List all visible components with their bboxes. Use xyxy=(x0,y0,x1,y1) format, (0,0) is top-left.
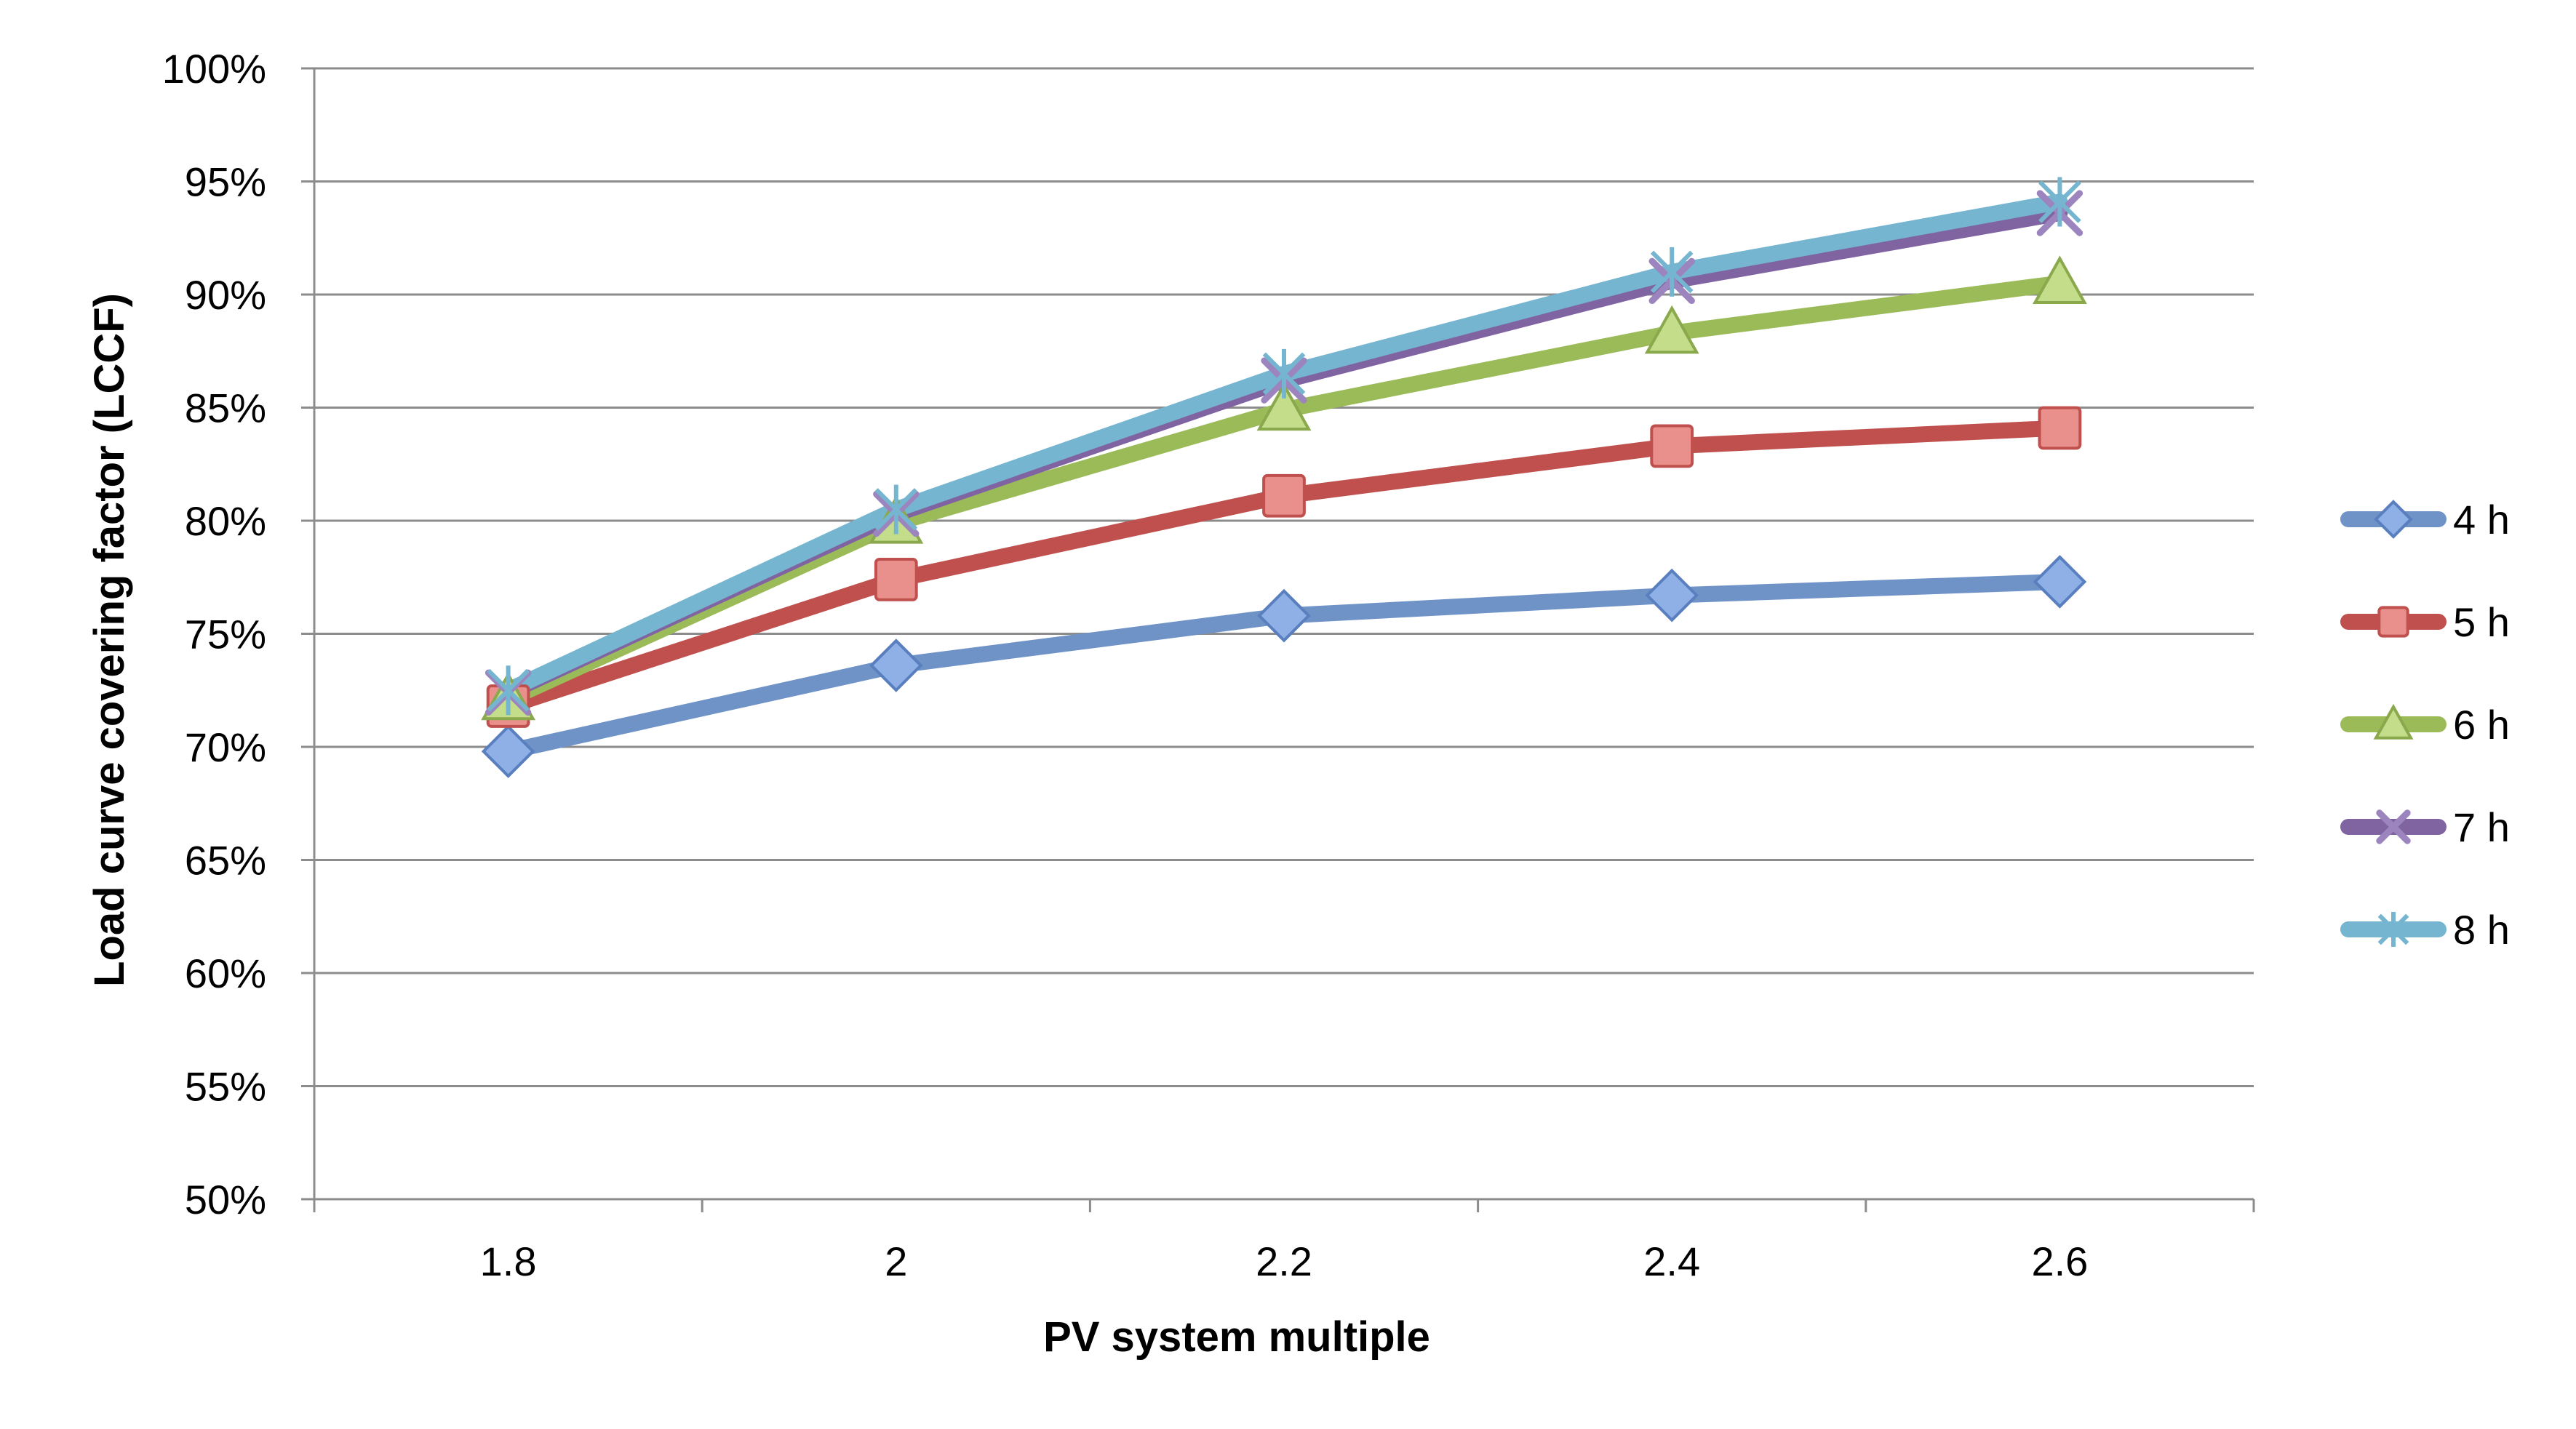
legend-label: 7 h xyxy=(2453,804,2510,850)
legend-marker xyxy=(2377,606,2409,638)
data-point xyxy=(1256,382,1312,431)
x-axis-title: PV system multiple xyxy=(1043,1313,1430,1361)
legend-item: 8 h xyxy=(2340,907,2510,953)
x-tick-label: 2 xyxy=(885,1238,907,1284)
axes xyxy=(313,68,2255,1212)
y-tick-label: 85% xyxy=(185,385,266,431)
x-tick-label: 1.8 xyxy=(480,1238,537,1284)
y-tick-label: 50% xyxy=(185,1177,266,1222)
legend-marker xyxy=(2377,912,2409,947)
y-tick-label: 90% xyxy=(185,272,266,318)
legend: 4 h 5 h 6 h 7 h 8 h xyxy=(2340,497,2510,953)
data-point xyxy=(874,484,918,535)
data-point xyxy=(1262,473,1306,518)
legend-label: 6 h xyxy=(2453,702,2510,748)
x-tick-label: 2.4 xyxy=(1643,1238,1700,1284)
data-point xyxy=(481,724,535,779)
data-point xyxy=(1262,348,1306,399)
legend-item: 5 h xyxy=(2340,599,2510,645)
data-point xyxy=(1650,247,1694,297)
y-tick-label: 100% xyxy=(162,46,266,92)
y-axis-title: Load curve covering factor (LCCF) xyxy=(86,293,133,987)
legend-label: 5 h xyxy=(2453,599,2510,645)
data-point xyxy=(1645,568,1699,623)
y-tick-label: 55% xyxy=(185,1064,266,1110)
y-tick-label: 65% xyxy=(185,838,266,884)
x-tick-labels: 1.8 2 2.2 2.4 2.6 xyxy=(480,1238,2089,1284)
y-tick-label: 70% xyxy=(185,724,266,770)
legend-item: 4 h xyxy=(2340,497,2510,543)
x-tick-label: 2.6 xyxy=(2031,1238,2088,1284)
series-line-5h xyxy=(500,420,2068,715)
y-tick-label: 95% xyxy=(185,159,266,205)
data-point xyxy=(2038,177,2081,227)
series-markers xyxy=(481,177,2087,779)
y-tick-label: 60% xyxy=(185,950,266,996)
data-point xyxy=(2032,255,2087,304)
legend-label: 8 h xyxy=(2453,907,2510,953)
legend-marker xyxy=(2374,500,2413,539)
legend-item: 6 h xyxy=(2340,702,2510,748)
data-point xyxy=(869,639,923,692)
x-tick-label: 2.2 xyxy=(1256,1238,1312,1284)
data-point xyxy=(487,665,530,716)
data-point xyxy=(1650,424,1694,468)
y-tick-labels: 50% 55% 60% 65% 70% 75% 80% 85% 90% 95% 100% xyxy=(162,46,266,1222)
data-point xyxy=(874,557,918,601)
data-point xyxy=(1257,588,1311,643)
legend-item: 7 h xyxy=(2340,804,2510,850)
data-point xyxy=(2038,406,2082,450)
data-point xyxy=(2033,555,2087,609)
legend-label: 4 h xyxy=(2453,497,2510,543)
legend-marker xyxy=(2376,809,2411,844)
legend-marker xyxy=(2373,703,2414,740)
y-tick-label: 75% xyxy=(185,612,266,657)
data-point xyxy=(1644,305,1699,354)
y-tick-label: 80% xyxy=(185,498,266,544)
